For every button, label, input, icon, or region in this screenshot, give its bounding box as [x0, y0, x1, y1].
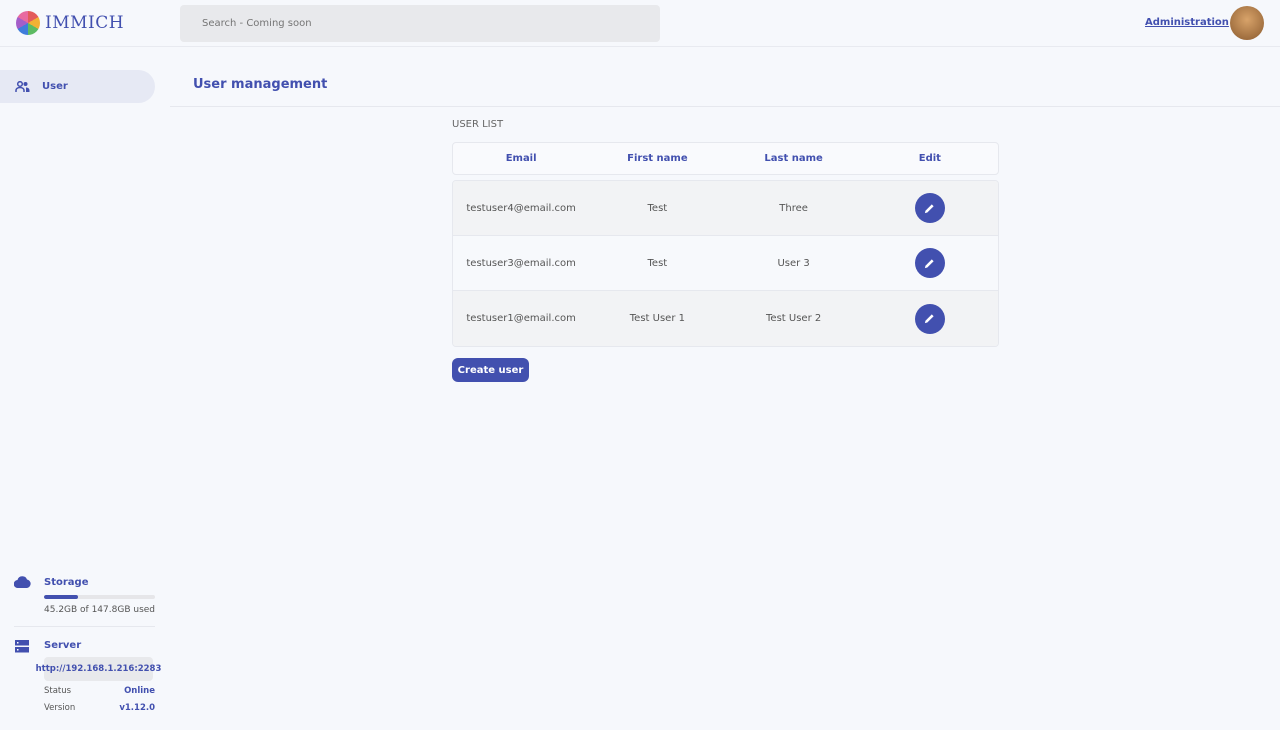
sidebar-item-user[interactable]: User — [0, 70, 155, 103]
column-first-name: First name — [627, 153, 688, 164]
administration-link[interactable]: Administration — [1145, 17, 1229, 28]
server-label: Server — [44, 640, 82, 651]
cell-first-name: Test User 1 — [629, 313, 685, 324]
cell-first-name: Test — [647, 257, 668, 269]
version-label: Version — [44, 703, 76, 713]
user-list-label: USER LIST — [452, 119, 504, 130]
logo-icon — [16, 11, 40, 35]
column-edit: Edit — [918, 153, 941, 164]
avatar[interactable] — [1230, 6, 1264, 40]
server-status-row: Status Online — [44, 686, 155, 696]
column-email: Email — [505, 153, 537, 164]
logo[interactable]: IMMICH — [16, 11, 124, 35]
table-row: testuser4@email.com Test Three — [453, 181, 998, 236]
version-value: v1.12.0 — [119, 703, 155, 713]
edit-user-button[interactable] — [914, 193, 945, 223]
pencil-icon — [925, 314, 934, 324]
divider — [170, 106, 1280, 107]
user-table: testuser4@email.com Test Three testuser3… — [452, 180, 999, 347]
storage-label: Storage — [44, 577, 89, 588]
create-user-button[interactable]: Create user — [452, 358, 529, 382]
status-label: Status — [44, 686, 72, 696]
status-value: Online — [124, 686, 155, 696]
cell-first-name: Test — [647, 202, 668, 214]
logo-text: IMMICH — [45, 13, 125, 33]
cell-last-name: User 3 — [777, 257, 810, 269]
search-input[interactable] — [180, 5, 660, 42]
cell-last-name: Three — [779, 202, 808, 214]
storage-usage-text: 45.2GB of 147.8GB used — [44, 605, 156, 615]
table-row: testuser1@email.com Test User 1 Test Use… — [453, 291, 998, 346]
cell-last-name: Test User 2 — [766, 313, 822, 324]
server-icon — [15, 640, 29, 653]
cell-email: testuser3@email.com — [466, 257, 576, 269]
table-header: Email First name Last name Edit — [452, 142, 999, 175]
server-url: http://192.168.1.216:2283 — [36, 657, 161, 681]
edit-user-button[interactable] — [914, 248, 945, 278]
storage-usage-bar — [44, 595, 155, 599]
users-icon — [15, 80, 30, 92]
top-bar: IMMICH Administration — [0, 0, 1280, 47]
pencil-icon — [925, 258, 934, 268]
column-last-name: Last name — [764, 153, 823, 164]
sidebar-item-label: User — [42, 81, 68, 92]
server-version-row: Version v1.12.0 — [44, 703, 155, 713]
cell-email: testuser1@email.com — [466, 313, 576, 324]
cell-email: testuser4@email.com — [466, 202, 576, 214]
cloud-icon — [14, 576, 31, 588]
page-title: User management — [193, 77, 328, 92]
table-row: testuser3@email.com Test User 3 — [453, 236, 998, 291]
edit-user-button[interactable] — [914, 303, 945, 334]
storage-usage-fill — [44, 595, 78, 599]
pencil-icon — [925, 203, 934, 213]
divider — [14, 626, 155, 627]
